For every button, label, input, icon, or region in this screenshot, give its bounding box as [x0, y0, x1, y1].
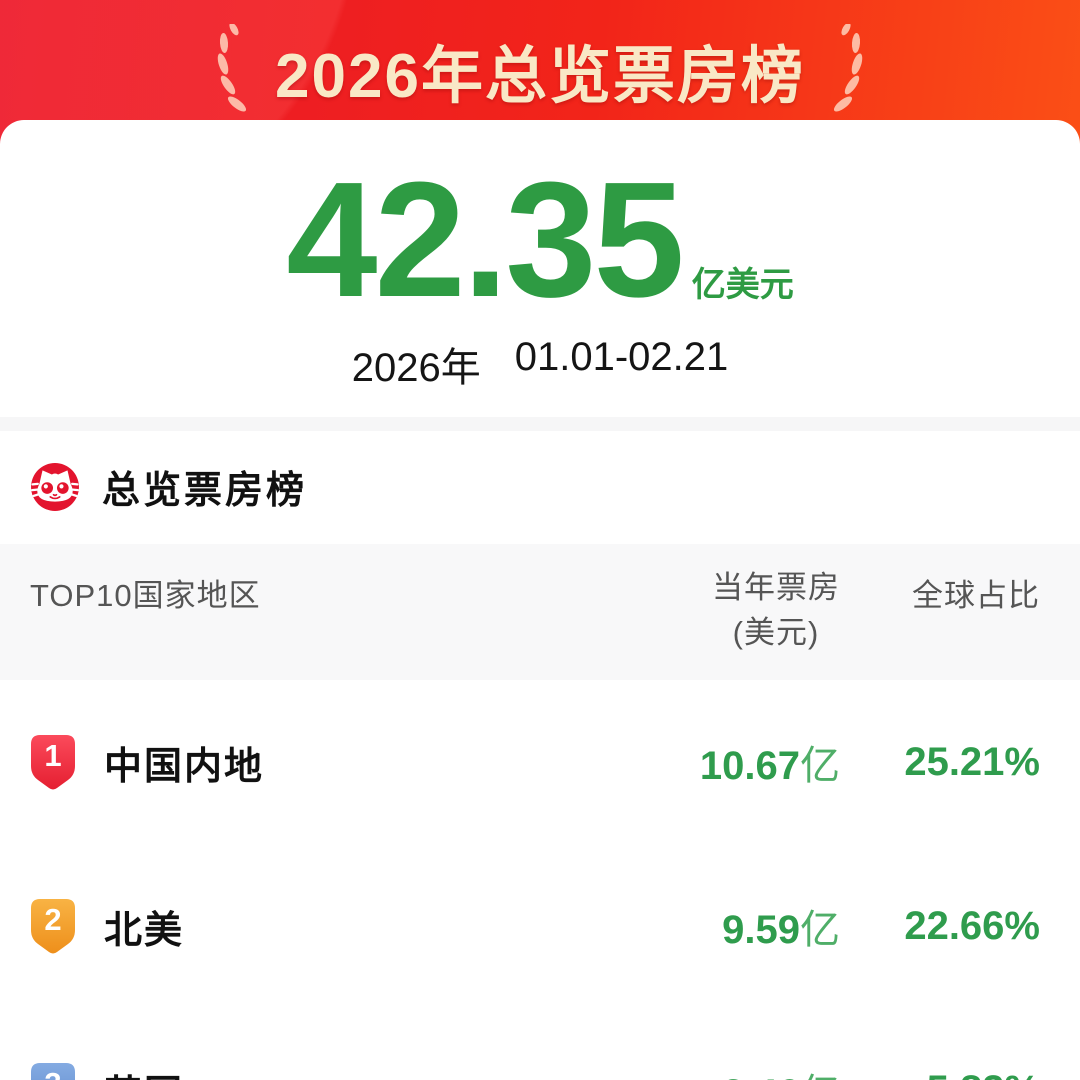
total-box-office-unit: 亿美元 — [691, 266, 794, 304]
region-name: 英国 — [104, 1063, 184, 1080]
box-office-value: 9.59亿 — [722, 908, 840, 953]
total-box-office-value: 42.35 — [286, 148, 684, 331]
rank-number: 2 — [44, 901, 62, 937]
box-office-summary: 42.35 亿美元 2026年 01.01-02.21 — [0, 120, 1080, 417]
column-header-share: 全球占比 — [912, 578, 1040, 614]
laurel-branch-icon — [217, 24, 247, 112]
page-title: 2026年总览票房榜 — [275, 42, 805, 111]
date-range: 01.01-02.21 — [514, 335, 729, 380]
share-value: 22.66% — [904, 903, 1040, 948]
rank-badge: 3 — [30, 1062, 76, 1080]
laurel-branch-icon — [833, 24, 863, 112]
date-range-line: 2026年 01.01-02.21 — [0, 335, 1080, 393]
section-divider — [0, 417, 1080, 432]
share-value: 25.21% — [904, 739, 1040, 784]
rank-badge: 1 — [30, 734, 76, 791]
table-row[interactable]: 3 英国 2.46亿 5.82% — [0, 1008, 1080, 1080]
share-value: 5.82% — [876, 1068, 1040, 1080]
table-row[interactable]: 2 北美 9.59亿 22.66% — [0, 844, 1080, 1009]
banner-title-row: 2026年总览票房榜 — [0, 24, 1080, 116]
rank-badge: 2 — [30, 898, 76, 955]
year-label: 2026年 — [351, 346, 481, 391]
column-header-region: TOP10国家地区 — [30, 578, 261, 614]
column-header-box-office: 当年票房 (美元) — [712, 570, 840, 651]
region-name: 北美 — [104, 909, 185, 952]
box-office-value: 2.46亿 — [640, 1061, 840, 1080]
region-name: 中国内地 — [104, 745, 265, 788]
table-row[interactable]: 1 中国内地 10.67亿 25.21% — [0, 680, 1080, 845]
box-office-value: 10.67亿 — [699, 744, 840, 789]
section-title: 总览票房榜 — [102, 470, 308, 513]
rank-number: 1 — [44, 737, 62, 773]
rank-number: 3 — [30, 1066, 76, 1080]
table-header: TOP10国家地区 当年票房 (美元) 全球占比 — [0, 544, 1080, 681]
section-header: 总览票房榜 — [0, 431, 1080, 544]
maoyan-cat-icon — [30, 462, 80, 511]
content-card: 42.35 亿美元 2026年 01.01-02.21 — [0, 120, 1080, 1080]
